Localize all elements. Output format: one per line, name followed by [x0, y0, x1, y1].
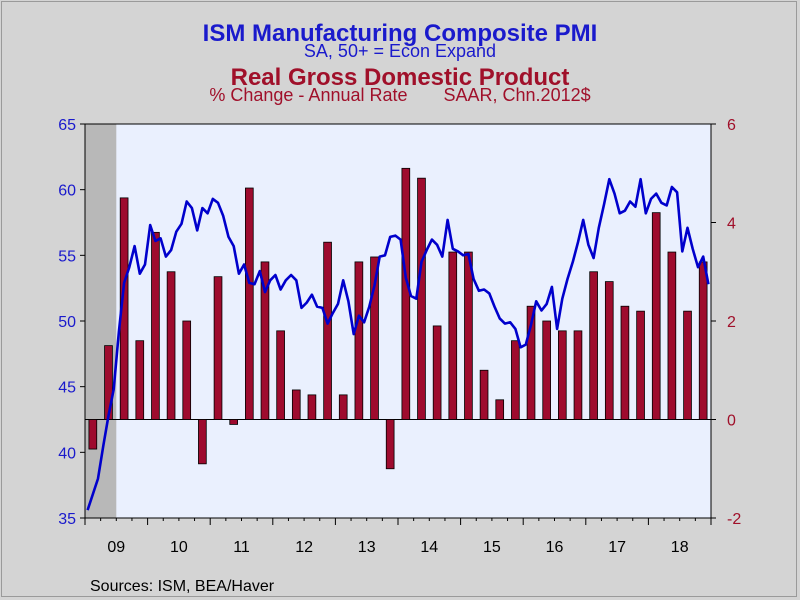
x-label-14: 14	[420, 539, 438, 556]
gdp-bar-2014Q4	[448, 251, 458, 420]
gdp-bar-2010Q4	[198, 419, 207, 465]
right-tick-label-0: 0	[727, 413, 736, 430]
gdp-bar-2014Q2	[417, 177, 426, 420]
x-label-12: 12	[295, 539, 313, 556]
x-label-16: 16	[546, 539, 564, 556]
x-label-17: 17	[608, 539, 626, 556]
gdp-title: Real Gross Domestic Product	[230, 64, 570, 91]
gdp-bar-2012Q2	[291, 389, 301, 420]
gdp-bar-2010Q3	[182, 320, 192, 420]
gdp-bar-2016Q4	[573, 330, 583, 420]
right-tick-label-6: 6	[727, 117, 736, 134]
gdp-bar-2011Q4	[260, 261, 270, 420]
left-tick-label-60: 60	[58, 183, 76, 200]
x-label-10: 10	[170, 539, 188, 556]
left-tick-label-40: 40	[58, 445, 76, 462]
gdp-bar-2018Q3	[683, 310, 692, 420]
plot-area	[84, 123, 712, 519]
x-label-11: 11	[233, 539, 250, 556]
x-label-15: 15	[483, 539, 501, 556]
right-tick-label--2: -2	[727, 511, 741, 528]
gdp-bar-2014Q3	[432, 325, 442, 420]
x-label-09: 09	[107, 539, 125, 556]
gdp-bar-2012Q3	[307, 394, 317, 420]
pmi-line	[86, 177, 710, 511]
gdp-subtitle-units: % Change - Annual Rate	[209, 85, 408, 105]
gdp-bar-2013Q1	[338, 394, 348, 420]
gdp-bar-2018Q1	[651, 212, 661, 420]
gdp-subtitle: % Change - Annual Rate SAAR, Chn.2012$	[0, 85, 800, 106]
gdp-bar-2011Q3	[245, 187, 254, 420]
left-tick-label-65: 65	[58, 117, 76, 134]
pmi-subtitle: SA, 50+ = Econ Expand	[303, 41, 497, 61]
gdp-bar-2012Q1	[276, 330, 285, 420]
gdp-bar-2018Q4	[698, 261, 708, 420]
gdp-bar-2017Q3	[620, 305, 630, 420]
gdp-bar-2010Q2	[166, 271, 176, 420]
gdp-bar-2017Q1	[589, 271, 598, 420]
gdp-bar-2014Q1	[401, 167, 411, 420]
source-note: Sources: ISM, BEA/Haver	[90, 578, 275, 595]
gdp-bar-2016Q2	[542, 320, 551, 420]
left-tick-label-35: 35	[58, 511, 76, 528]
gdp-bar-2015Q4	[511, 340, 520, 420]
gdp-bar-2009Q1	[88, 419, 98, 450]
pmi-title: ISM Manufacturing Composite PMI	[202, 20, 598, 47]
gdp-bar-2016Q1	[526, 305, 536, 420]
gdp-bar-2015Q3	[495, 399, 505, 420]
gdp-bar-2017Q4	[636, 310, 645, 420]
gdp-bar-2010Q1	[151, 231, 160, 420]
gdp-bar-2015Q2	[479, 369, 489, 420]
left-tick-label-55: 55	[58, 248, 76, 265]
gdp-bar-2013Q4	[385, 419, 395, 470]
left-tick-label-45: 45	[58, 380, 76, 397]
right-tick-label-2: 2	[727, 314, 736, 331]
recession-shading	[85, 124, 117, 518]
gdp-subtitle-basis: SAAR, Chn.2012$	[443, 85, 591, 105]
left-tick-label-50: 50	[58, 314, 76, 331]
gdp-bar-2013Q3	[370, 256, 379, 420]
right-tick-label-4: 4	[727, 216, 736, 233]
gdp-bar-2011Q1	[213, 276, 223, 420]
x-label-13: 13	[358, 539, 376, 556]
gdp-bar-2013Q2	[354, 261, 364, 420]
gdp-bar-2009Q4	[135, 340, 145, 420]
gdp-bar-2016Q3	[558, 330, 567, 420]
gdp-bar-2015Q1	[464, 251, 473, 420]
gdp-bar-2018Q2	[667, 251, 677, 420]
gdp-bar-2011Q2	[229, 419, 238, 425]
gdp-bar-2017Q2	[604, 281, 614, 420]
x-label-18: 18	[671, 539, 689, 556]
gdp-bar-2012Q4	[323, 241, 332, 420]
